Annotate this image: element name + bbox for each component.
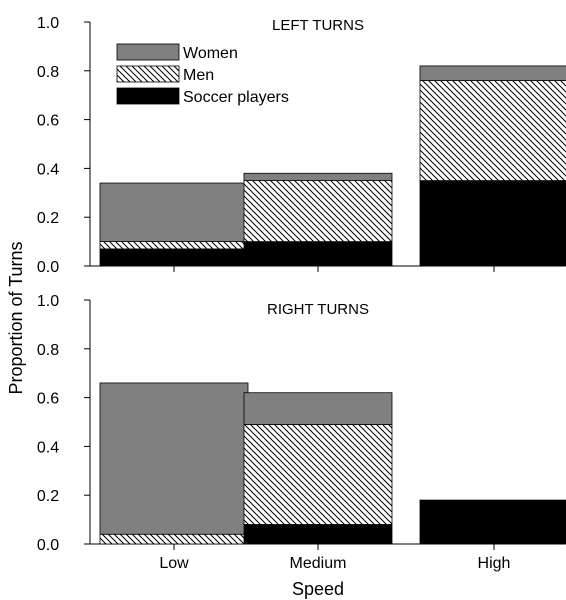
left-turns-bar-low-soccer-players — [99, 248, 249, 267]
left-turns-bar-medium-soccer-players — [243, 241, 393, 267]
right-turns-y-tick-label-0-0: 0.0 — [37, 537, 59, 554]
legend-label-women: Women — [183, 45, 238, 62]
left-turns-bar-medium-women — [243, 172, 393, 181]
right-turns-bar-low-women — [99, 382, 249, 535]
legend: Women Men Soccer players — [116, 43, 289, 106]
left-turns-bar-high-soccer-players — [419, 180, 566, 267]
x-tick-label-medium: Medium — [290, 555, 347, 572]
left-turns-y-tick-label-1-0: 1.0 — [37, 15, 59, 32]
right-turns-y-tick-label-0-6: 0.6 — [37, 391, 59, 408]
right-turns-bar-medium-women — [243, 392, 393, 425]
left-turns-bar-high-women — [419, 65, 566, 81]
left-turns-y-tick-label-0-4: 0.4 — [37, 161, 59, 178]
right-turns-bar-high-soccer-players — [419, 499, 566, 545]
right-turns-bar-medium-soccer-players — [243, 524, 393, 545]
right-turns-bar-medium-men — [243, 424, 393, 525]
left-turns-y-tick-label-0-6: 0.6 — [37, 113, 59, 130]
right-turns-y-tick-label-0-4: 0.4 — [37, 439, 59, 456]
x-tick-label-low: Low — [159, 555, 189, 572]
left-turns-bar-low-men — [99, 241, 249, 250]
left-turns-panel: LEFT TURNS 0.0 0.2 0.4 0.6 0.8 1.0 — [37, 15, 566, 276]
left-turns-bar-medium-men — [243, 180, 393, 243]
legend-swatch-soccer-players — [116, 87, 180, 105]
left-turns-y-tick-label-0-2: 0.2 — [37, 210, 59, 227]
x-tick-label-high: High — [478, 555, 511, 572]
right-turns-panel: RIGHT TURNS 0.0 0.2 0.4 0.6 0.8 1.0 Low Medium H… — [37, 293, 566, 572]
legend-label-men: Men — [183, 67, 214, 84]
legend-label-soccer-players: Soccer players — [183, 89, 289, 106]
legend-swatch-women — [116, 43, 180, 61]
legend-swatch-men — [116, 65, 180, 83]
x-axis-title: Speed — [292, 579, 344, 599]
y-axis-title: Proportion of Turns — [6, 241, 26, 394]
right-turns-y-tick-label-0-8: 0.8 — [37, 342, 59, 359]
left-turns-bar-high-men — [419, 80, 566, 181]
left-turns-y-tick-label-0-0: 0.0 — [37, 259, 59, 276]
right-turns-y-tick-label-1-0: 1.0 — [37, 293, 59, 310]
left-turns-title: LEFT TURNS — [272, 17, 364, 34]
left-turns-bar-low-women — [99, 182, 249, 242]
right-turns-y-tick-label-0-2: 0.2 — [37, 488, 59, 505]
right-turns-bar-low-men — [99, 533, 249, 545]
left-turns-y-tick-label-0-8: 0.8 — [37, 64, 59, 81]
right-turns-title: RIGHT TURNS — [267, 301, 369, 318]
